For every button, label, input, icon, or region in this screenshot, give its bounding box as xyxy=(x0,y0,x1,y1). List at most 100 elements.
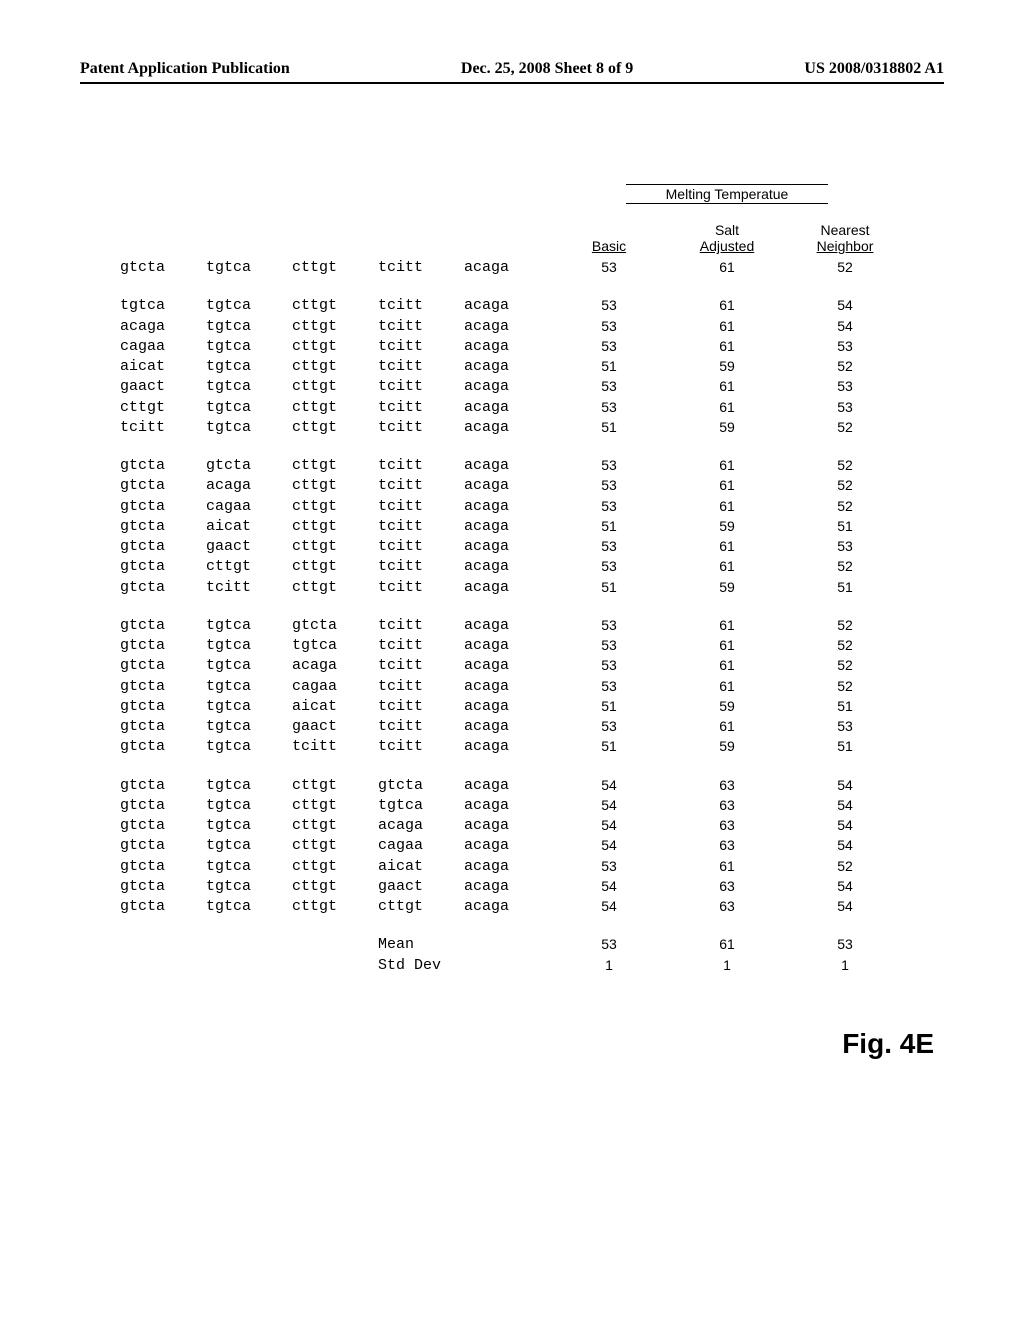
table-row: gtctaaicatcttgttcittacaga515951 xyxy=(120,517,904,537)
seq-cell: acaga xyxy=(464,296,550,316)
seq-cell: gtcta xyxy=(120,877,206,897)
table-row: gtctatgtcacttgtacagaacaga546354 xyxy=(120,816,904,836)
seq-cell: tgtca xyxy=(206,857,292,877)
value-cell: 61 xyxy=(668,636,786,656)
value-cell: 54 xyxy=(550,836,668,856)
table-row: gtctatgtcacttgtgtctaacaga546354 xyxy=(120,776,904,796)
value-cell: 54 xyxy=(786,776,904,796)
seq-cell: cagaa xyxy=(206,497,292,517)
value-cell: 61 xyxy=(668,557,786,577)
value-cell: 61 xyxy=(668,677,786,697)
seq-cell: gtcta xyxy=(292,616,378,636)
seq-cell: tcitt xyxy=(378,317,464,337)
seq-cell: tcitt xyxy=(378,636,464,656)
seq-cell: acaga xyxy=(464,418,550,438)
seq-cell: tcitt xyxy=(378,296,464,316)
stats-std-row: Std Dev 1 1 1 xyxy=(120,956,904,976)
melting-title-wrap: Melting Temperatue xyxy=(550,184,904,204)
table-row: gtctatgtcacttgttgtcaacaga546354 xyxy=(120,796,904,816)
value-cell: 52 xyxy=(786,357,904,377)
value-cell: 54 xyxy=(550,897,668,917)
seq-cell: cttgt xyxy=(292,317,378,337)
value-cell: 61 xyxy=(668,296,786,316)
seq-cell: cttgt xyxy=(292,776,378,796)
seq-cell: acaga xyxy=(206,476,292,496)
table-row: gtctagtctacttgttcittacaga536152 xyxy=(120,456,904,476)
table-row: cttgttgtcacttgttcittacaga536153 xyxy=(120,398,904,418)
value-cell: 52 xyxy=(786,258,904,278)
table-row: gtctagaactcttgttcittacaga536153 xyxy=(120,537,904,557)
seq-cell: tgtca xyxy=(378,796,464,816)
melting-title: Melting Temperatue xyxy=(626,184,829,204)
seq-cell: tgtca xyxy=(206,616,292,636)
seq-cell: gtcta xyxy=(120,578,206,598)
seq-cell: tcitt xyxy=(378,557,464,577)
seq-cell: tcitt xyxy=(378,517,464,537)
seq-cell: cttgt xyxy=(292,836,378,856)
data-rows: gtctatgtcacttgttcittacaga536152tgtcatgtc… xyxy=(120,258,904,917)
value-cell: 59 xyxy=(668,578,786,598)
seq-cell: cttgt xyxy=(292,357,378,377)
value-cell: 52 xyxy=(786,456,904,476)
value-cell: 53 xyxy=(550,857,668,877)
value-cell: 54 xyxy=(550,776,668,796)
seq-cell: acaga xyxy=(464,776,550,796)
seq-cell: gtcta xyxy=(120,537,206,557)
spacer xyxy=(120,184,550,204)
table-row: gtctatgtcacttgtaicatacaga536152 xyxy=(120,857,904,877)
seq-cell: acaga xyxy=(464,717,550,737)
seq-cell: cttgt xyxy=(292,796,378,816)
table-row: tgtcatgtcacttgttcittacaga536154 xyxy=(120,296,904,316)
value-cell: 53 xyxy=(550,377,668,397)
col-nn: Nearest Neighbor xyxy=(786,222,904,254)
value-cell: 53 xyxy=(550,677,668,697)
value-cell: 61 xyxy=(668,398,786,418)
page-header: Patent Application Publication Dec. 25, … xyxy=(80,60,944,84)
seq-cell: acaga xyxy=(464,517,550,537)
seq-cell: tcitt xyxy=(378,476,464,496)
value-cell: 63 xyxy=(668,816,786,836)
seq-cell: gtcta xyxy=(120,497,206,517)
value-cell: 52 xyxy=(786,857,904,877)
melting-header-row: Melting Temperatue xyxy=(120,184,904,204)
value-cell: 59 xyxy=(668,737,786,757)
value-cell: 53 xyxy=(550,557,668,577)
value-cell: 59 xyxy=(668,517,786,537)
seq-cell: cagaa xyxy=(292,677,378,697)
seq-cell: tgtca xyxy=(206,836,292,856)
value-cell: 61 xyxy=(668,317,786,337)
header-left: Patent Application Publication xyxy=(80,60,290,78)
value-cell: 51 xyxy=(550,517,668,537)
value-cell: 54 xyxy=(786,897,904,917)
value-cell: 54 xyxy=(786,317,904,337)
seq-cell: cttgt xyxy=(292,857,378,877)
seq-cell: acaga xyxy=(464,578,550,598)
value-cell: 53 xyxy=(786,537,904,557)
table-row: gtctatcittcttgttcittacaga515951 xyxy=(120,578,904,598)
table-row: gtctaacagacttgttcittacaga536152 xyxy=(120,476,904,496)
seq-cell: cttgt xyxy=(292,816,378,836)
value-cell: 61 xyxy=(668,497,786,517)
value-cell: 54 xyxy=(786,836,904,856)
value-cell: 59 xyxy=(668,697,786,717)
table-row: gtctatgtcagaacttcittacaga536153 xyxy=(120,717,904,737)
seq-cell: gtcta xyxy=(120,857,206,877)
table-row: gtctatgtcaaicattcittacaga515951 xyxy=(120,697,904,717)
value-cell: 53 xyxy=(550,296,668,316)
seq-cell: tcitt xyxy=(378,677,464,697)
seq-cell: tgtca xyxy=(206,398,292,418)
seq-cell: gaact xyxy=(378,877,464,897)
seq-cell: gtcta xyxy=(120,776,206,796)
seq-cell: tgtca xyxy=(120,296,206,316)
table-row: gaacttgtcacttgttcittacaga536153 xyxy=(120,377,904,397)
seq-cell: acaga xyxy=(464,557,550,577)
seq-cell: gtcta xyxy=(120,616,206,636)
seq-cell: tcitt xyxy=(378,737,464,757)
seq-cell: tcitt xyxy=(378,258,464,278)
seq-cell: cttgt xyxy=(292,497,378,517)
value-cell: 52 xyxy=(786,418,904,438)
seq-cell: cttgt xyxy=(292,258,378,278)
seq-cell: gtcta xyxy=(120,836,206,856)
figure-label: Fig. 4E xyxy=(842,1028,934,1060)
value-cell: 53 xyxy=(550,717,668,737)
